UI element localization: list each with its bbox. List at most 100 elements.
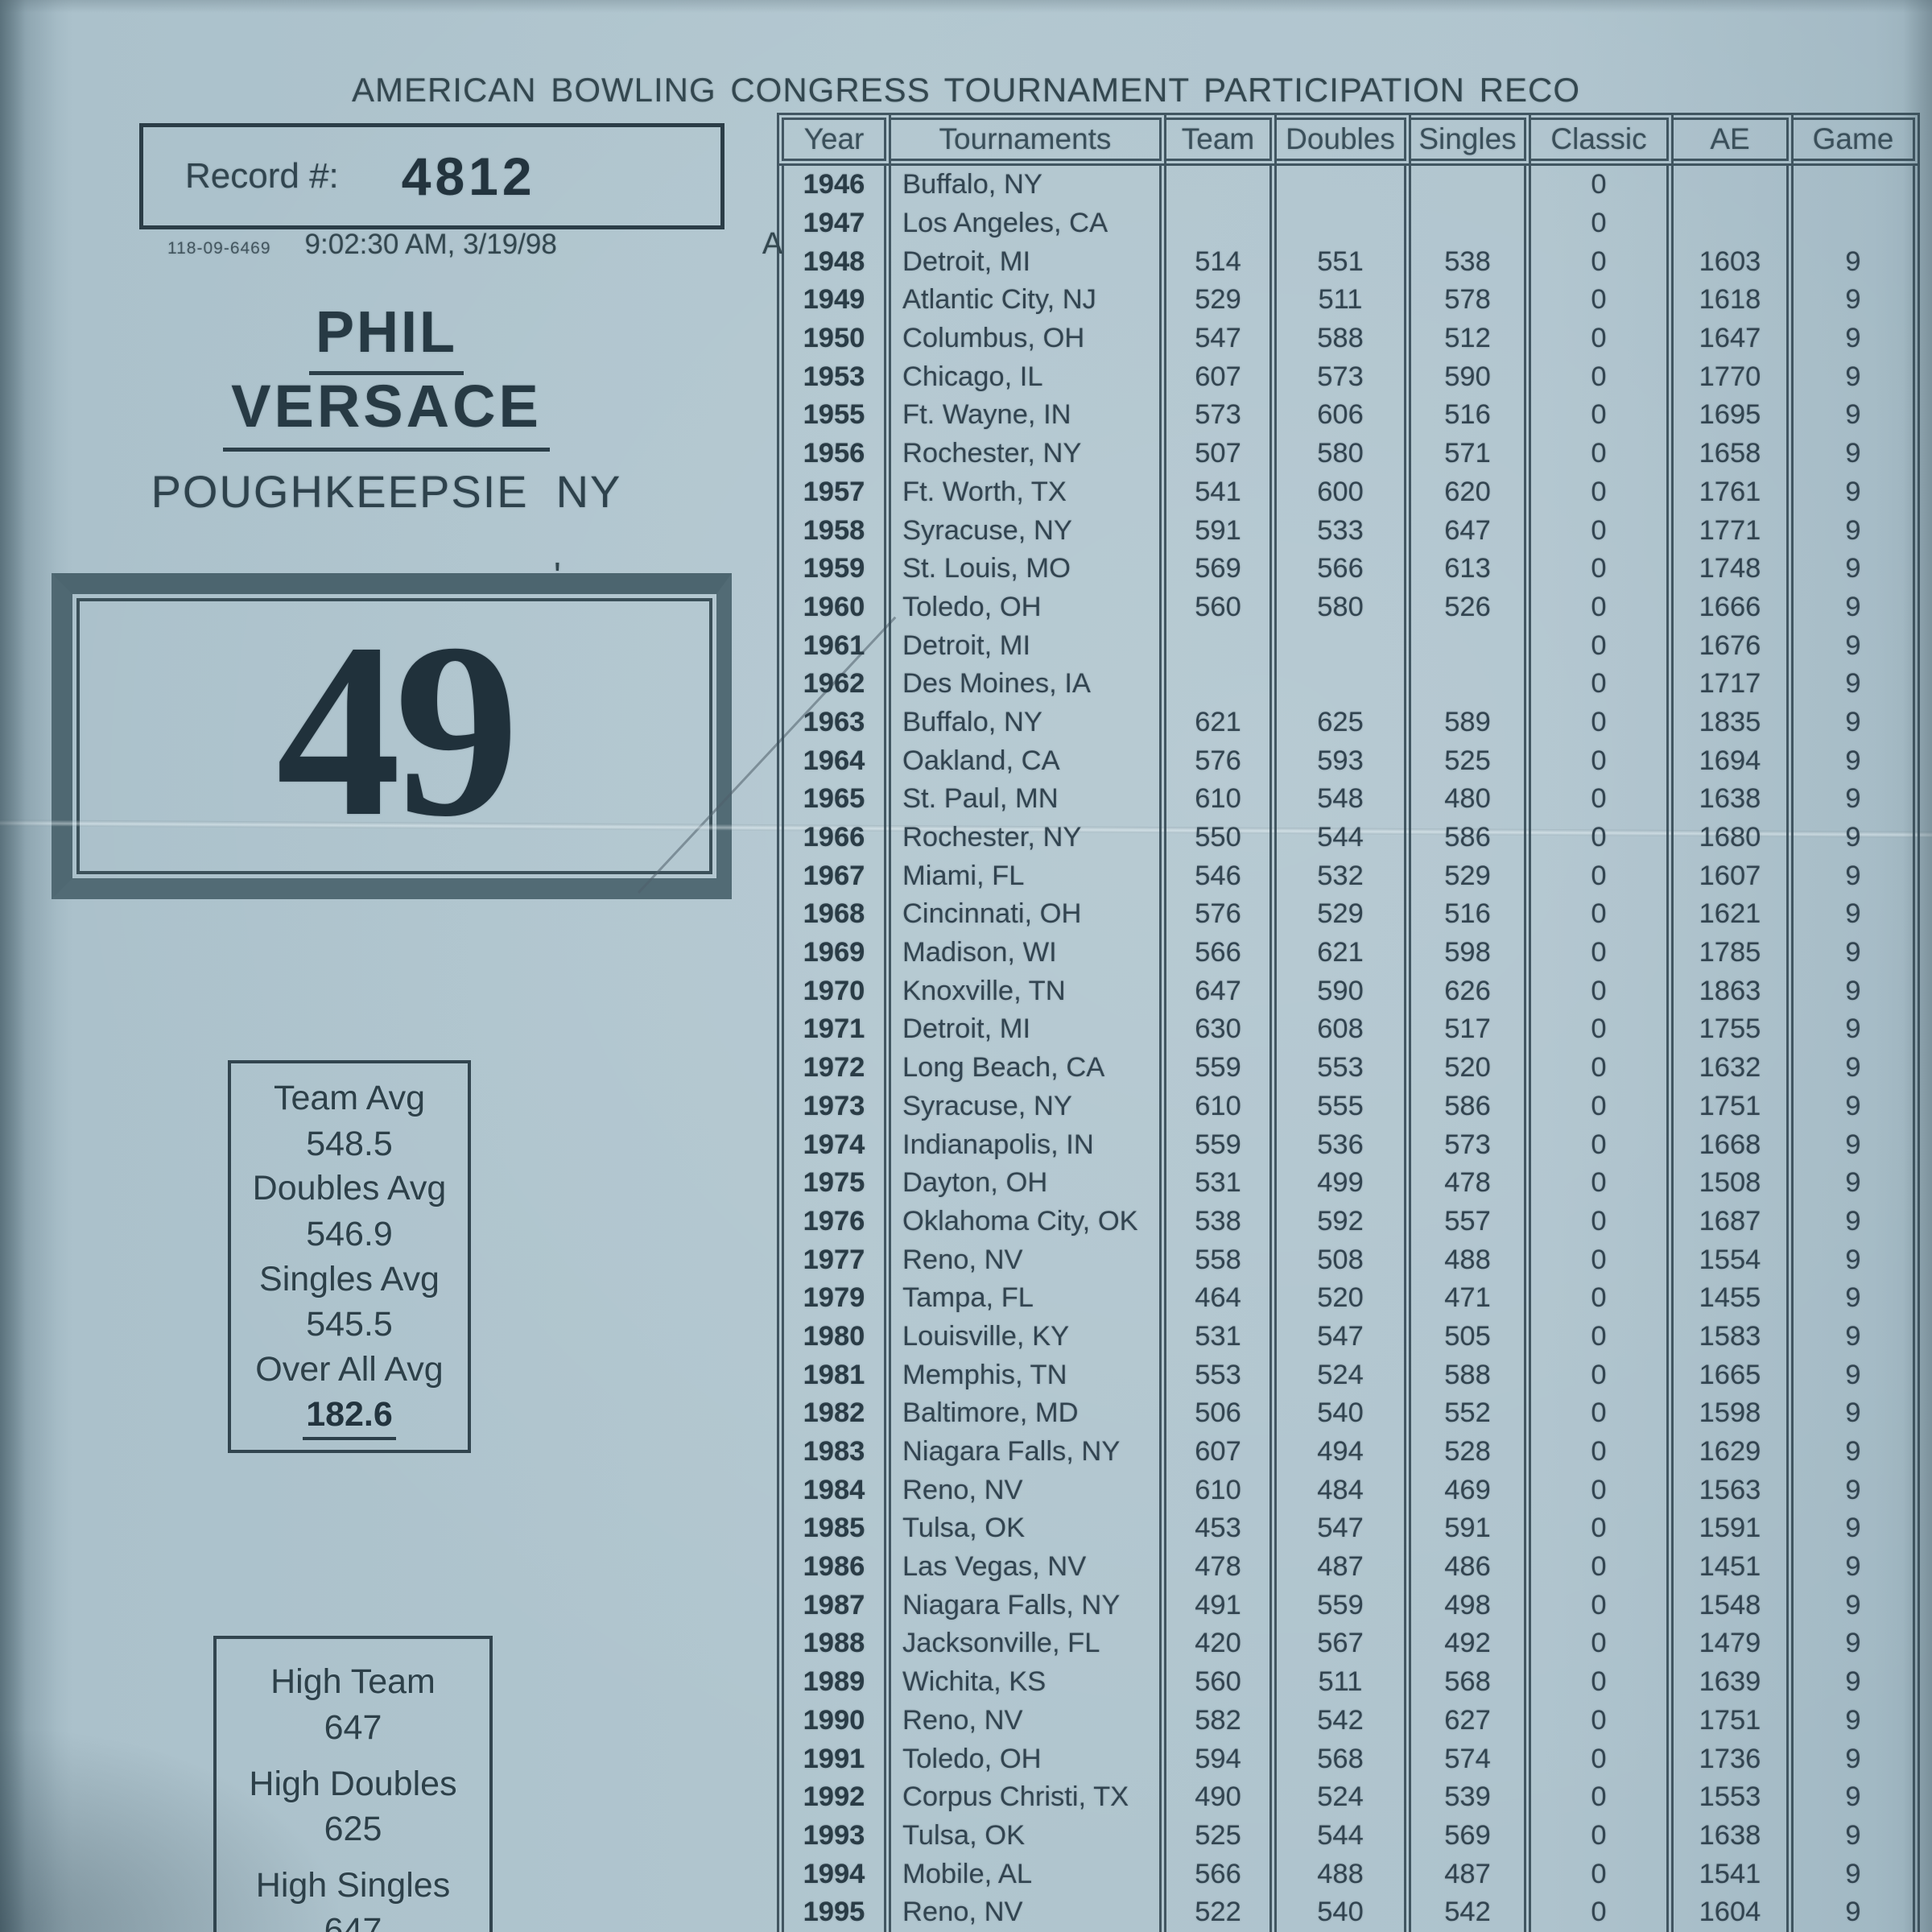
cell-doubles: 499 bbox=[1277, 1163, 1411, 1203]
cell-doubles: 547 bbox=[1277, 1317, 1411, 1356]
cell-tournament: Niagara Falls, NY bbox=[891, 1586, 1166, 1625]
cell-ae: 1736 bbox=[1674, 1740, 1794, 1778]
cell-classic: 0 bbox=[1531, 1586, 1674, 1625]
bowler-first-name: PHIL bbox=[48, 299, 724, 375]
cell-ae: 1638 bbox=[1674, 1816, 1794, 1856]
cell-ae: 1583 bbox=[1674, 1317, 1794, 1356]
header-ae: AE bbox=[1674, 113, 1794, 166]
cell-classic: 0 bbox=[1531, 1701, 1674, 1740]
cell-classic: 0 bbox=[1531, 1087, 1674, 1126]
cell-classic: 0 bbox=[1531, 1241, 1674, 1279]
cell-doubles: 568 bbox=[1277, 1740, 1411, 1778]
cell-classic: 0 bbox=[1531, 1394, 1674, 1433]
cell-tournament: Toledo, OH bbox=[891, 1740, 1166, 1778]
cell-team: 559 bbox=[1166, 1125, 1277, 1164]
cell-year: 1973 bbox=[777, 1087, 891, 1126]
cell-ae: 1629 bbox=[1674, 1432, 1794, 1472]
cell-tournament: Cincinnati, OH bbox=[891, 895, 1166, 934]
cell-team: 546 bbox=[1166, 857, 1277, 896]
overall-avg: Over All Avg 182.6 bbox=[255, 1348, 444, 1441]
cell-tournament: Reno, NV bbox=[891, 1471, 1166, 1510]
cell-singles: 528 bbox=[1411, 1432, 1531, 1472]
cell-classic: 0 bbox=[1531, 1048, 1674, 1088]
cell-singles: 613 bbox=[1411, 549, 1531, 588]
cell-team: 541 bbox=[1166, 473, 1277, 512]
cell-tournament: Jacksonville, FL bbox=[891, 1624, 1166, 1663]
cell-game: 9 bbox=[1794, 1701, 1920, 1740]
cell-singles: 469 bbox=[1411, 1471, 1531, 1510]
cell-game: 9 bbox=[1794, 1893, 1920, 1932]
cell-doubles: 555 bbox=[1277, 1087, 1411, 1126]
cell-game: 9 bbox=[1794, 588, 1920, 627]
cell-year: 1957 bbox=[777, 473, 891, 512]
cell-doubles: 621 bbox=[1277, 933, 1411, 972]
cell-singles bbox=[1411, 664, 1531, 704]
cell-tournament: Reno, NV bbox=[891, 1893, 1166, 1932]
cell-ae: 1632 bbox=[1674, 1048, 1794, 1088]
cell-singles: 517 bbox=[1411, 1010, 1531, 1049]
averages-box: Team Avg 548.5 Doubles Avg 546.9 Singles… bbox=[228, 1060, 471, 1453]
cell-ae: 1604 bbox=[1674, 1893, 1794, 1932]
cell-doubles: 608 bbox=[1277, 1010, 1411, 1049]
cell-tournament: Memphis, TN bbox=[891, 1356, 1166, 1394]
cell-game: 9 bbox=[1794, 1777, 1920, 1817]
cell-year: 1965 bbox=[777, 780, 891, 819]
cell-singles bbox=[1411, 204, 1531, 243]
cell-team: 621 bbox=[1166, 703, 1277, 742]
cell-singles: 498 bbox=[1411, 1586, 1531, 1625]
cell-singles: 620 bbox=[1411, 473, 1531, 512]
cell-classic: 0 bbox=[1531, 1624, 1674, 1663]
cell-year: 1961 bbox=[777, 626, 891, 665]
cell-singles: 538 bbox=[1411, 242, 1531, 282]
bowler-first-name-text: PHIL bbox=[308, 300, 464, 375]
cell-team: 607 bbox=[1166, 357, 1277, 397]
cell-singles: 516 bbox=[1411, 895, 1531, 934]
cell-singles: 598 bbox=[1411, 933, 1531, 972]
cell-game: 9 bbox=[1794, 1740, 1920, 1778]
cell-tournament: St. Louis, MO bbox=[891, 549, 1166, 588]
bowler-city: POUGHKEEPSIE bbox=[151, 466, 529, 517]
cell-classic: 0 bbox=[1531, 1662, 1674, 1702]
cell-game: 9 bbox=[1794, 1087, 1920, 1126]
cell-doubles: 536 bbox=[1277, 1125, 1411, 1164]
cell-team: 490 bbox=[1166, 1777, 1277, 1817]
cell-team: 630 bbox=[1166, 1010, 1277, 1049]
cell-doubles: 573 bbox=[1277, 357, 1411, 397]
cell-year: 1993 bbox=[777, 1816, 891, 1856]
record-number: 4812 bbox=[401, 147, 536, 206]
cell-team: 569 bbox=[1166, 549, 1277, 588]
cell-ae: 1647 bbox=[1674, 319, 1794, 358]
cell-team: 573 bbox=[1166, 396, 1277, 435]
cell-team: 591 bbox=[1166, 511, 1277, 550]
cell-ae: 1835 bbox=[1674, 703, 1794, 742]
cell-classic: 0 bbox=[1531, 166, 1674, 204]
cell-tournament: Buffalo, NY bbox=[891, 166, 1166, 204]
cell-ae: 1548 bbox=[1674, 1586, 1794, 1625]
cell-team: 558 bbox=[1166, 1241, 1277, 1279]
doubles-avg-value: 546.9 bbox=[306, 1214, 393, 1253]
cell-tournament: Baltimore, MD bbox=[891, 1394, 1166, 1433]
cell-singles: 588 bbox=[1411, 1356, 1531, 1394]
cell-game: 9 bbox=[1794, 281, 1920, 320]
cell-tournament: St. Paul, MN bbox=[891, 780, 1166, 819]
cell-game bbox=[1794, 204, 1920, 243]
cell-ae: 1863 bbox=[1674, 972, 1794, 1011]
cell-doubles: 547 bbox=[1277, 1509, 1411, 1548]
cell-team bbox=[1166, 664, 1277, 704]
cell-game: 9 bbox=[1794, 1471, 1920, 1510]
cell-year: 1984 bbox=[777, 1471, 891, 1510]
cell-year: 1967 bbox=[777, 857, 891, 896]
cell-game: 9 bbox=[1794, 664, 1920, 704]
cell-year: 1963 bbox=[777, 703, 891, 742]
years-count-box: 49 bbox=[52, 573, 732, 899]
header-classic: Classic bbox=[1531, 113, 1674, 166]
cell-tournament: Knoxville, TN bbox=[891, 972, 1166, 1011]
cell-tournament: Tampa, FL bbox=[891, 1278, 1166, 1318]
tournament-table: Year Tournaments Team Doubles Singles Classic… bbox=[777, 113, 1920, 1932]
header-game: Game bbox=[1794, 113, 1920, 166]
cell-classic: 0 bbox=[1531, 1740, 1674, 1778]
cell-game: 9 bbox=[1794, 1509, 1920, 1548]
cell-team: 529 bbox=[1166, 281, 1277, 320]
cell-game: 9 bbox=[1794, 1163, 1920, 1203]
cell-singles: 539 bbox=[1411, 1777, 1531, 1817]
